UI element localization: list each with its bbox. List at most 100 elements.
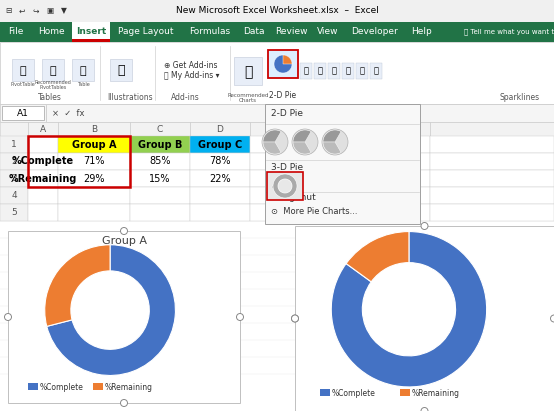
Text: Illustrations: Illustrations [107,93,153,102]
Bar [250,187,310,204]
Text: 2-D Pie: 2-D Pie [271,109,303,118]
Bar [370,63,382,79]
Text: B: B [91,125,97,134]
Text: Group A: Group A [101,236,146,246]
Bar [130,136,190,153]
Bar [58,136,130,153]
Bar [0,187,28,204]
Text: 📊: 📊 [80,66,86,76]
Bar [130,204,190,221]
Bar [310,153,370,170]
Text: Page Layout: Page Layout [118,26,174,35]
Bar [250,170,310,187]
Text: C: C [157,125,163,134]
Bar [190,187,250,204]
Text: 3: 3 [11,174,17,183]
Circle shape [291,315,299,322]
Bar [342,63,354,79]
Text: Group A: Group A [72,139,116,150]
Bar [130,187,190,204]
Text: Recommended
Charts: Recommended Charts [227,92,269,104]
Bar [0,0,554,22]
Bar [265,104,420,224]
Bar [190,122,250,136]
Text: 📊: 📊 [50,66,57,76]
Text: D: D [217,125,223,134]
Circle shape [292,129,318,155]
Text: 4: 4 [11,191,17,200]
Text: 29%: 29% [83,173,105,183]
Text: 3-D Pie: 3-D Pie [271,164,303,173]
Bar [0,104,554,122]
Text: View: View [317,26,338,35]
Wedge shape [263,142,281,154]
Text: %Remaining: %Remaining [9,173,77,183]
Text: 📊: 📊 [346,67,351,76]
Bar [28,170,58,187]
Text: Doughnut: Doughnut [271,194,316,203]
Bar [328,63,340,79]
Text: Group B: Group B [138,139,182,150]
Bar [58,204,130,221]
Text: PivotTable: PivotTable [11,83,35,88]
Circle shape [262,129,288,155]
Bar [250,122,310,136]
Bar [72,59,94,81]
Bar [320,389,330,396]
Wedge shape [293,130,311,142]
Text: 2-D Pie: 2-D Pie [269,92,296,101]
Bar [190,136,250,153]
Text: ↪: ↪ [33,7,39,16]
Text: %Complete: %Complete [40,383,84,392]
Circle shape [322,129,348,155]
Text: 🖼: 🖼 [117,65,125,78]
Text: A: A [40,125,46,134]
Bar [93,383,103,390]
Bar [58,187,130,204]
Circle shape [4,314,12,321]
Text: ×  ✓  fx: × ✓ fx [52,109,85,118]
Wedge shape [273,174,297,198]
Wedge shape [346,231,409,282]
Bar [300,63,312,79]
Text: Group C: Group C [198,139,242,150]
Bar [0,136,28,153]
Bar [268,50,298,78]
Bar [28,136,58,153]
Bar [28,122,58,136]
Bar [250,204,310,221]
Bar [110,59,132,81]
Bar [72,22,110,42]
Bar [370,136,430,153]
Wedge shape [271,183,291,193]
Text: %Complete: %Complete [12,157,74,166]
Text: E: E [277,125,283,134]
Bar [310,204,370,221]
Bar [130,153,190,170]
Bar [0,221,554,411]
Bar [370,153,430,170]
Bar [28,187,58,204]
Text: A1: A1 [17,109,29,118]
Wedge shape [263,130,281,142]
Text: ▣: ▣ [47,7,54,16]
Text: New Microsoft Excel Worksheet.xlsx  –  Excel: New Microsoft Excel Worksheet.xlsx – Exc… [176,7,378,16]
Text: ↩: ↩ [19,7,25,16]
Text: ⊕ Get Add-ins: ⊕ Get Add-ins [164,60,218,69]
Text: G: G [397,125,403,134]
Bar [430,187,554,204]
Text: 5: 5 [11,208,17,217]
Bar [0,42,554,104]
Circle shape [291,315,299,322]
Wedge shape [323,130,341,142]
Bar [12,59,34,81]
Text: Table: Table [76,83,89,88]
Text: 15%: 15% [149,173,171,183]
Text: Review: Review [275,26,307,35]
Text: Formulas: Formulas [189,26,230,35]
Bar [28,204,58,221]
Bar [234,57,262,85]
Bar [430,136,554,153]
Circle shape [421,222,428,229]
Bar [28,136,130,187]
